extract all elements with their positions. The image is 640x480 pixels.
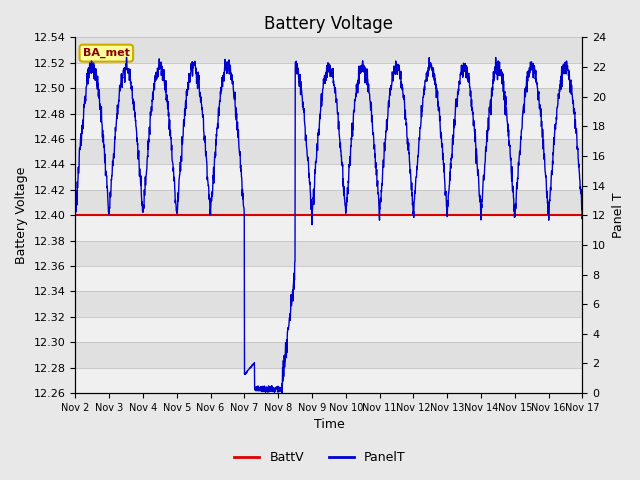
X-axis label: Time: Time — [314, 419, 344, 432]
Y-axis label: Panel T: Panel T — [612, 192, 625, 238]
Bar — [76, 114, 582, 139]
Legend: BattV, PanelT: BattV, PanelT — [229, 446, 411, 469]
Bar — [76, 63, 582, 88]
Y-axis label: Battery Voltage: Battery Voltage — [15, 167, 28, 264]
Title: Battery Voltage: Battery Voltage — [264, 15, 394, 33]
Bar — [76, 266, 582, 291]
Bar — [76, 165, 582, 190]
Bar — [76, 368, 582, 393]
Bar — [76, 317, 582, 342]
Bar — [76, 215, 582, 240]
Text: BA_met: BA_met — [83, 48, 130, 58]
